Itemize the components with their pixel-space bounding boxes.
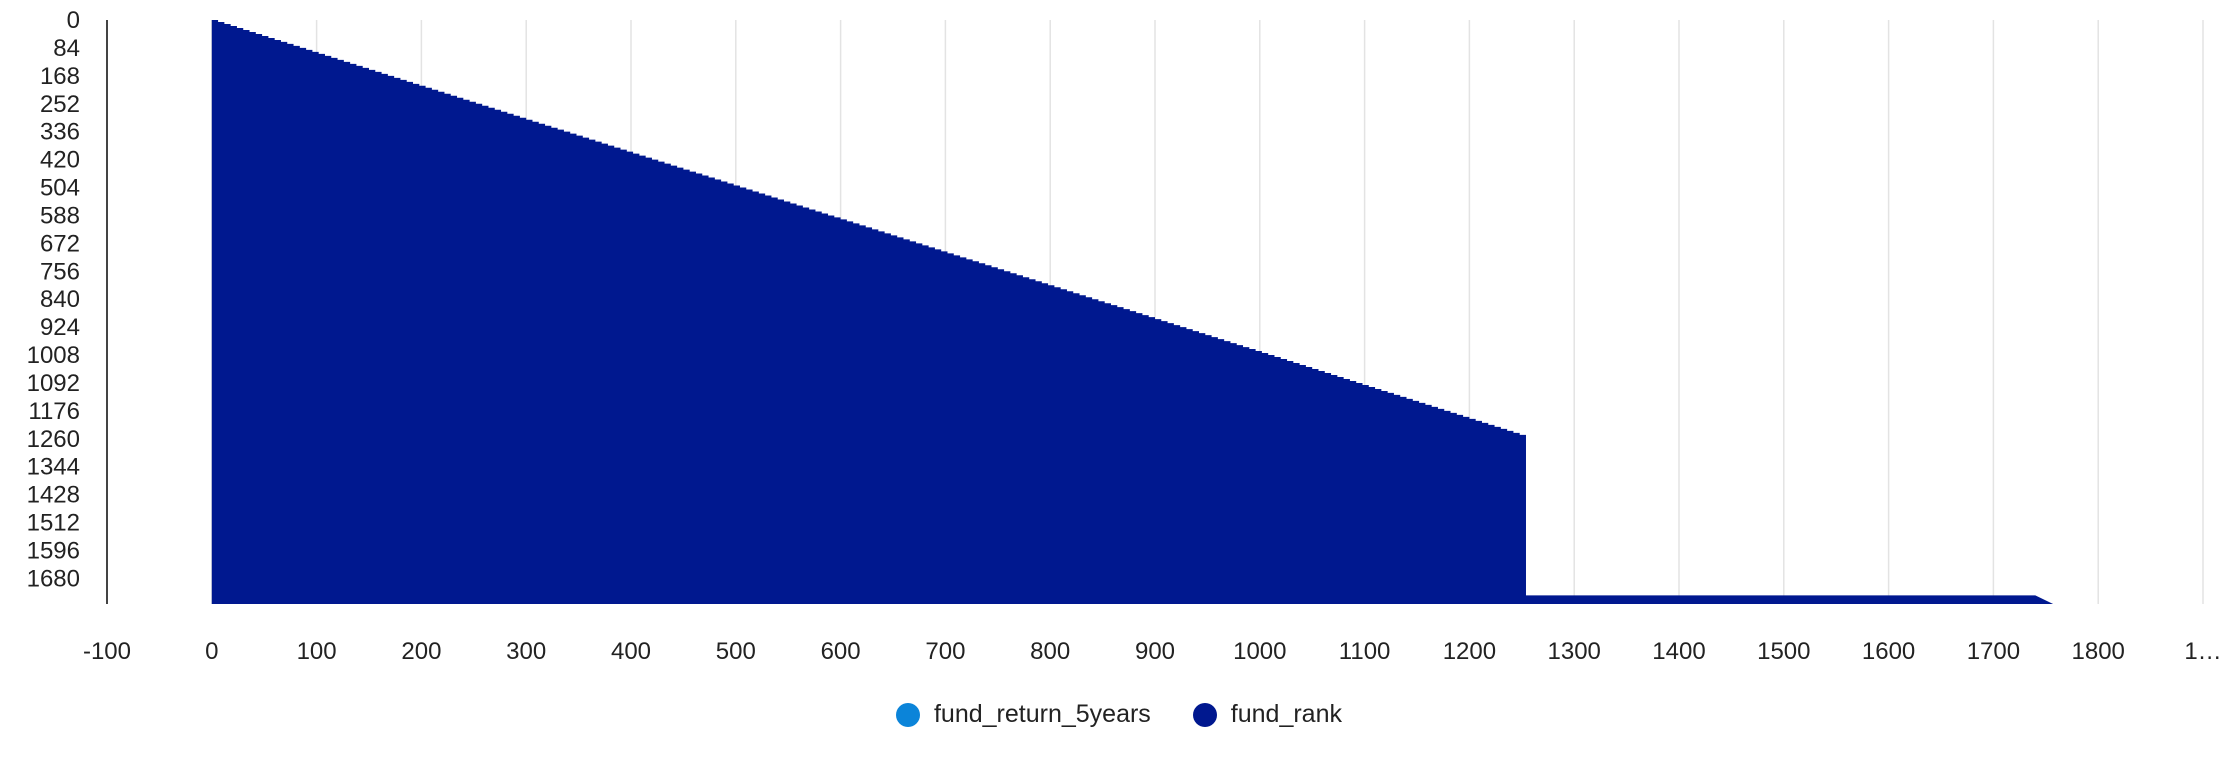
- y-tick-label: 168: [40, 63, 80, 90]
- y-tick-label: 1428: [27, 482, 80, 509]
- x-tick-label: 1…: [2184, 638, 2221, 665]
- y-tick-label: 1092: [27, 370, 80, 397]
- x-tick-label: -100: [83, 638, 131, 665]
- x-tick-label: 500: [716, 638, 756, 665]
- legend: fund_return_5years fund_rank: [0, 700, 2238, 729]
- y-tick-label: 672: [40, 230, 80, 257]
- y-axis-ticks: 0841682523364205045886727568409241008109…: [27, 7, 80, 592]
- x-tick-label: 300: [506, 638, 546, 665]
- series-area-fund-rank: [211, 20, 2054, 604]
- legend-label-fund-return-5years: fund_return_5years: [933, 700, 1151, 728]
- x-tick-label: 1600: [1862, 638, 1915, 665]
- x-tick-label: 1100: [1339, 638, 1391, 665]
- y-tick-label: 756: [40, 258, 80, 285]
- series-layer: [211, 20, 2054, 604]
- y-tick-label: 84: [53, 35, 80, 62]
- y-tick-label: 1344: [27, 454, 80, 481]
- y-tick-label: 1596: [27, 537, 80, 564]
- x-tick-label: 1500: [1757, 638, 1810, 665]
- x-axis-ticks: -100 0 100 200 300 400 500 600 700 800 900 1000 1100…: [83, 638, 2222, 665]
- x-tick-label: 1200: [1443, 638, 1496, 665]
- legend-swatch-fund-return-5years: [895, 702, 920, 727]
- y-tick-label: 0: [67, 7, 80, 34]
- y-tick-label: 504: [40, 175, 80, 202]
- legend-item-fund-return-5years[interactable]: fund_return_5years: [895, 700, 1151, 729]
- x-tick-label: 700: [925, 638, 965, 665]
- x-tick-label: 800: [1030, 638, 1070, 665]
- y-tick-label: 840: [40, 286, 80, 313]
- y-tick-label: 1176: [28, 398, 80, 425]
- x-tick-label: 100: [297, 638, 337, 665]
- y-tick-label: 1260: [27, 426, 80, 453]
- x-tick-label: 900: [1135, 638, 1175, 665]
- x-tick-label: 1800: [2072, 638, 2125, 665]
- y-tick-label: 1512: [27, 510, 80, 537]
- x-tick-label: 1400: [1652, 638, 1705, 665]
- y-tick-label: 252: [40, 91, 80, 118]
- x-tick-label: 400: [611, 638, 651, 665]
- x-tick-label: 200: [401, 638, 441, 665]
- x-tick-label: 0: [205, 638, 218, 665]
- y-tick-label: 924: [40, 314, 80, 341]
- y-tick-label: 420: [40, 147, 80, 174]
- x-tick-label: 1000: [1233, 638, 1286, 665]
- x-tick-label: 600: [821, 638, 861, 665]
- x-tick-label: 1300: [1548, 638, 1601, 665]
- y-tick-label: 1008: [27, 342, 80, 369]
- legend-swatch-fund-rank: [1192, 702, 1217, 727]
- y-tick-label: 336: [40, 119, 80, 146]
- legend-label-fund-rank: fund_rank: [1230, 700, 1342, 728]
- y-tick-label: 1680: [27, 565, 80, 592]
- x-tick-label: 1700: [1967, 638, 2020, 665]
- y-tick-label: 588: [40, 202, 80, 229]
- legend-item-fund-rank[interactable]: fund_rank: [1192, 700, 1342, 729]
